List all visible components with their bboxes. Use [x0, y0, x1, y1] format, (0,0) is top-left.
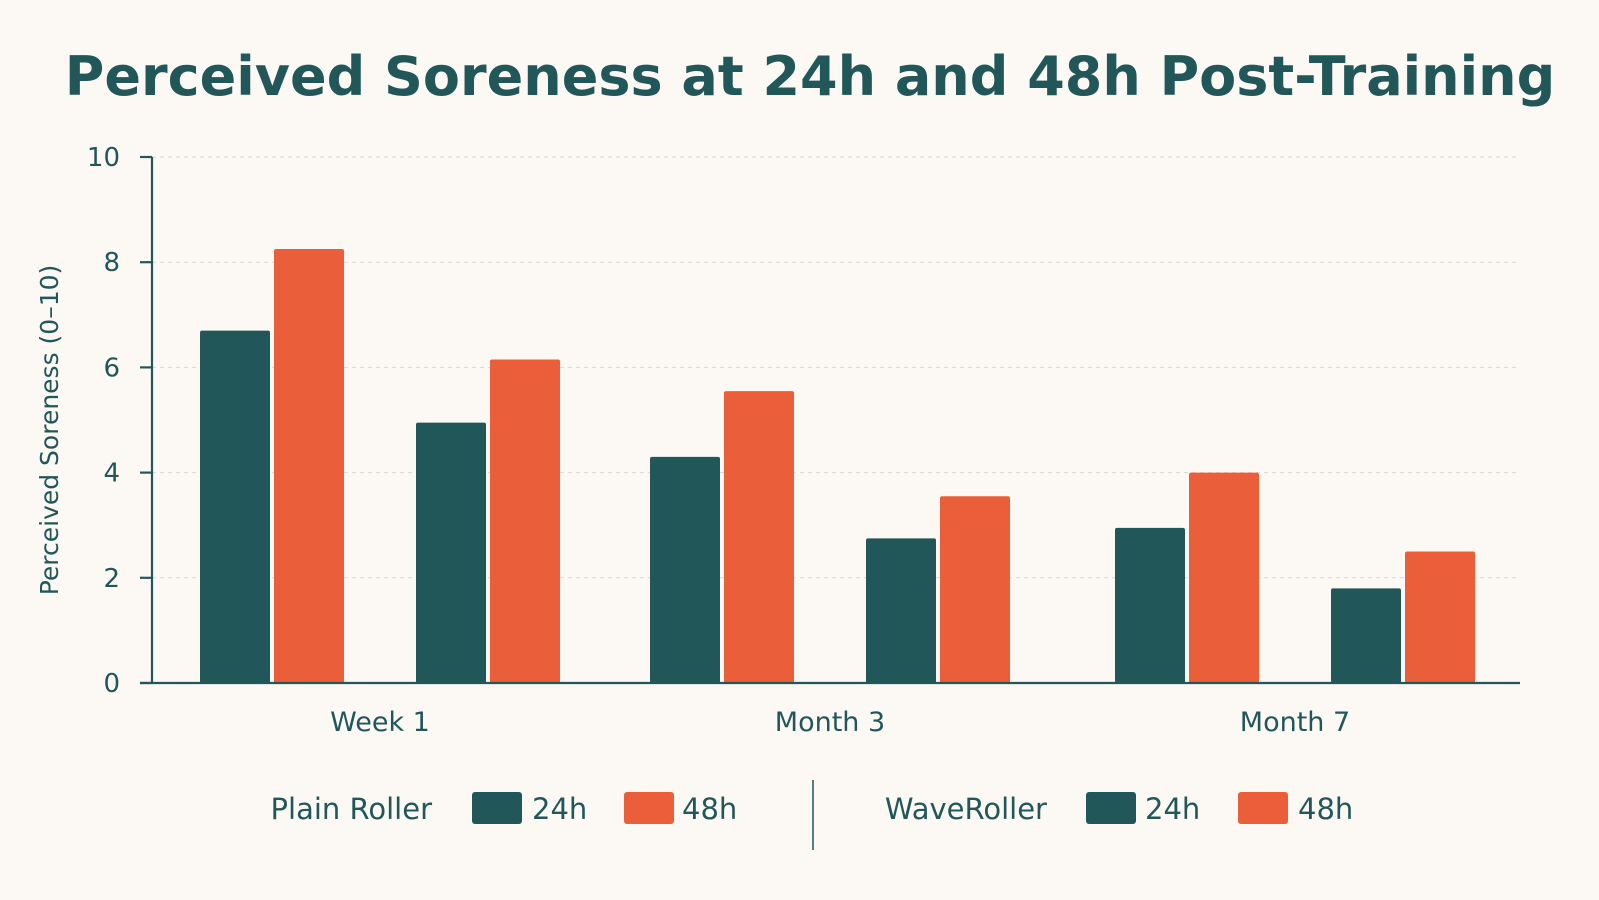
bar-waveroller-48h-week-1 — [490, 359, 560, 683]
legend-swatch — [1238, 792, 1288, 824]
y-tick-label: 2 — [103, 564, 120, 594]
category-label: Month 7 — [1240, 707, 1350, 738]
bar-plain-roller-24h-month-7 — [1115, 527, 1185, 683]
bar-waveroller-24h-month-3 — [866, 538, 936, 683]
legend-item-label: 48h — [1298, 792, 1353, 826]
legend-group-label: WaveRoller — [885, 792, 1047, 826]
legend-swatch — [1086, 792, 1136, 824]
y-tick-label: 6 — [103, 353, 120, 383]
bar-waveroller-24h-month-7 — [1331, 588, 1401, 683]
legend-swatch — [624, 792, 674, 824]
y-tick-label: 10 — [87, 143, 120, 173]
bar-plain-roller-24h-week-1 — [200, 330, 270, 683]
legend-item-label: 24h — [532, 792, 587, 826]
legend: Plain Roller 24h 48h WaveRoller 24h 48h — [271, 780, 1353, 850]
y-tick-label: 0 — [103, 669, 120, 699]
bar-waveroller-48h-month-7 — [1405, 551, 1475, 683]
legend-group-label: Plain Roller — [271, 792, 433, 826]
chart-title: Perceived Soreness at 24h and 48h Post-T… — [65, 45, 1555, 108]
bars — [200, 249, 1475, 684]
category-label: Week 1 — [330, 707, 430, 738]
bar-plain-roller-48h-month-7 — [1189, 472, 1259, 683]
bar-plain-roller-48h-week-1 — [274, 249, 344, 684]
legend-item-label: 24h — [1145, 792, 1200, 826]
bar-waveroller-24h-week-1 — [416, 422, 486, 683]
legend-item-label: 48h — [682, 792, 737, 826]
bar-waveroller-48h-month-3 — [940, 496, 1010, 683]
gridlines — [140, 155, 1520, 685]
bar-plain-roller-24h-month-3 — [650, 456, 720, 683]
axes — [140, 157, 1520, 685]
category-label: Month 3 — [775, 707, 885, 738]
y-tick-label: 4 — [103, 459, 120, 489]
legend-swatch — [472, 792, 522, 824]
y-tick-label: 8 — [103, 248, 120, 278]
category-labels: Week 1 Month 3 Month 7 — [330, 707, 1350, 738]
y-axis-label: Perceived Soreness (0–10) — [35, 265, 64, 596]
bar-plain-roller-48h-month-3 — [724, 391, 794, 683]
y-tick-labels: 0 2 4 6 8 10 — [87, 143, 120, 699]
